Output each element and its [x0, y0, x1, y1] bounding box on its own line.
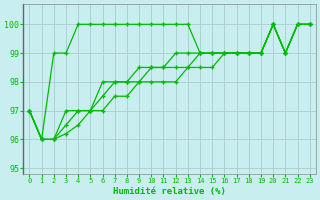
X-axis label: Humidité relative (%): Humidité relative (%)	[113, 187, 226, 196]
